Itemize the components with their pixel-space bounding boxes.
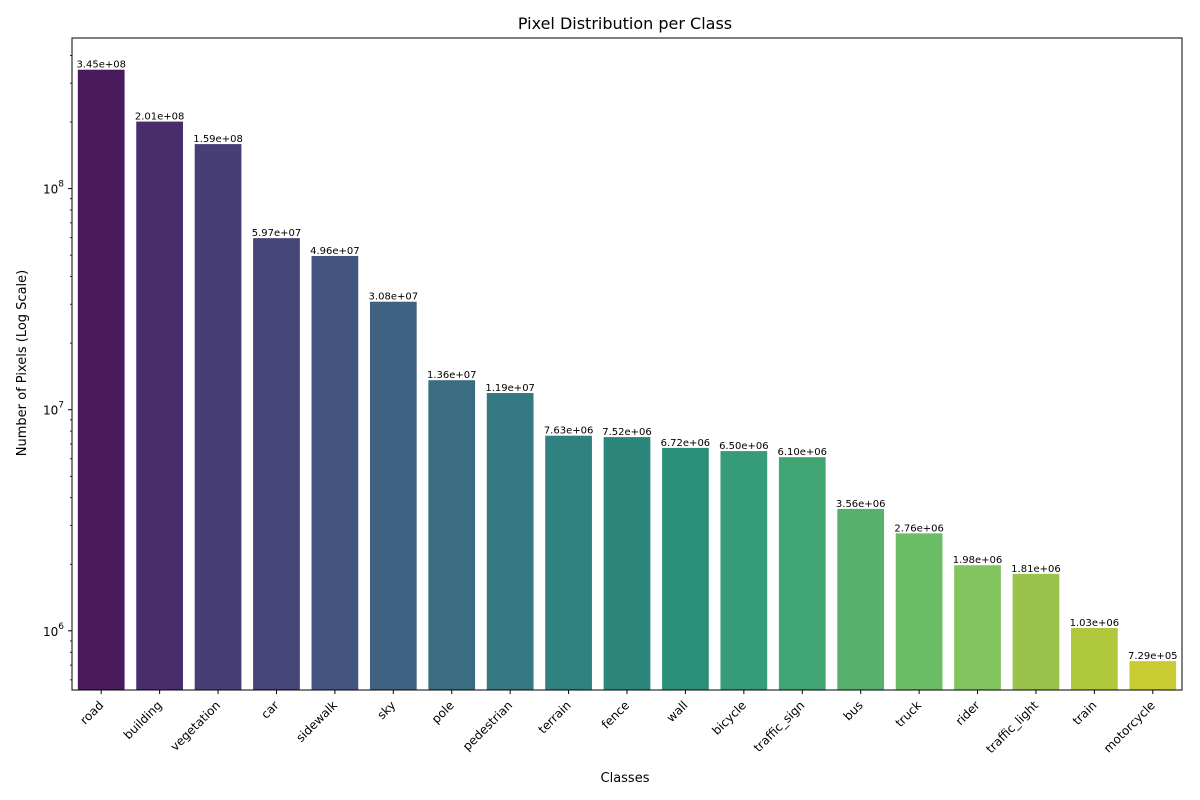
bar-car [253,238,300,690]
x-tick-label-truck: truck [893,698,925,730]
value-label-motorcycle: 7.29e+05 [1128,651,1178,662]
value-label-traffic_light: 1.81e+06 [1011,564,1061,575]
y-tick-exponent: 8 [58,180,64,190]
value-label-sidewalk: 4.96e+07 [310,246,360,257]
x-tick-label-bus: bus [841,698,866,723]
value-label-pole: 1.36e+07 [427,370,477,381]
y-tick-exponent: 7 [58,401,64,411]
y-tick-base: 10 [43,625,58,639]
x-tick-label-sidewalk: sidewalk [293,698,340,745]
bar-road [77,69,125,690]
bar-bus [837,508,885,690]
y-tick-base: 10 [43,183,58,197]
y-tick-label: 106 [43,622,64,639]
x-tick-label-motorcycle: motorcycle [1101,698,1158,755]
value-label-car: 5.97e+07 [252,228,302,239]
x-tick-label-fence: fence [599,698,632,731]
bar-rider [954,565,1001,690]
x-tick-label-road: road [77,698,106,727]
y-tick-exponent: 6 [58,622,64,632]
bar-traffic_sign [778,457,826,690]
x-tick-label-wall: wall [664,698,691,725]
value-label-bus: 3.56e+06 [836,499,886,510]
x-tick-label-terrain: terrain [535,698,573,736]
value-label-vegetation: 1.59e+08 [193,134,243,145]
x-tick-label-pole: pole [429,698,457,726]
value-label-building: 2.01e+08 [135,112,185,123]
value-label-fence: 7.52e+06 [602,427,652,438]
bars-group [77,69,1177,691]
value-label-train: 1.03e+06 [1070,618,1120,629]
bar-vegetation [194,144,242,690]
x-tick-label-rider: rider [953,698,983,728]
x-tick-label-traffic_light: traffic_light [983,698,1041,756]
x-tick-label-train: train [1070,698,1100,728]
bar-bicycle [720,451,768,690]
x-tick-label-car: car [258,698,281,721]
bar-motorcycle [1129,661,1177,690]
bar-traffic_light [1012,573,1060,690]
value-label-sky: 3.08e+07 [369,292,419,303]
plot-frame [71,37,1183,691]
bar-wall [662,447,709,690]
x-tick-label-bicycle: bicycle [709,698,749,738]
x-tick-label-vegetation: vegetation [168,698,224,754]
value-label-traffic_sign: 6.10e+06 [777,447,827,458]
y-tick-label: 107 [43,401,64,418]
y-axis-label: Number of Pixels (Log Scale) [15,270,30,456]
value-label-pedestrian: 1.19e+07 [485,383,535,394]
x-tick-label-sky: sky [374,698,398,722]
bar-terrain [545,435,592,690]
y-tick-label: 108 [43,180,64,197]
x-axis: road building vegetation car sidewalk sky pole… [77,690,1158,756]
value-label-rider: 1.98e+06 [953,555,1003,566]
x-axis-label: Classes [601,771,650,786]
bar-truck [895,533,943,690]
bar-train [1071,627,1118,690]
value-label-bicycle: 6.50e+06 [719,441,769,452]
value-label-wall: 6.72e+06 [661,438,711,449]
y-tick-base: 10 [43,404,58,418]
chart-title: Pixel Distribution per Class [518,14,732,33]
bar-sidewalk [311,255,359,691]
bar-pole [428,380,476,690]
x-tick-label-pedestrian: pedestrian [460,698,515,753]
bar-fence [603,437,651,690]
x-tick-label-building: building [121,698,165,742]
value-labels-group: 3.45e+08 2.01e+08 1.59e+08 5.97e+07 4.96e+07… [76,60,1177,662]
bar-sky [369,301,417,690]
value-label-truck: 2.76e+06 [894,523,944,534]
bar-pedestrian [486,393,534,690]
bar-building [136,121,183,691]
value-label-road: 3.45e+08 [76,60,126,71]
x-tick-label-traffic_sign: traffic_sign [751,698,808,755]
value-label-terrain: 7.63e+06 [544,426,594,437]
